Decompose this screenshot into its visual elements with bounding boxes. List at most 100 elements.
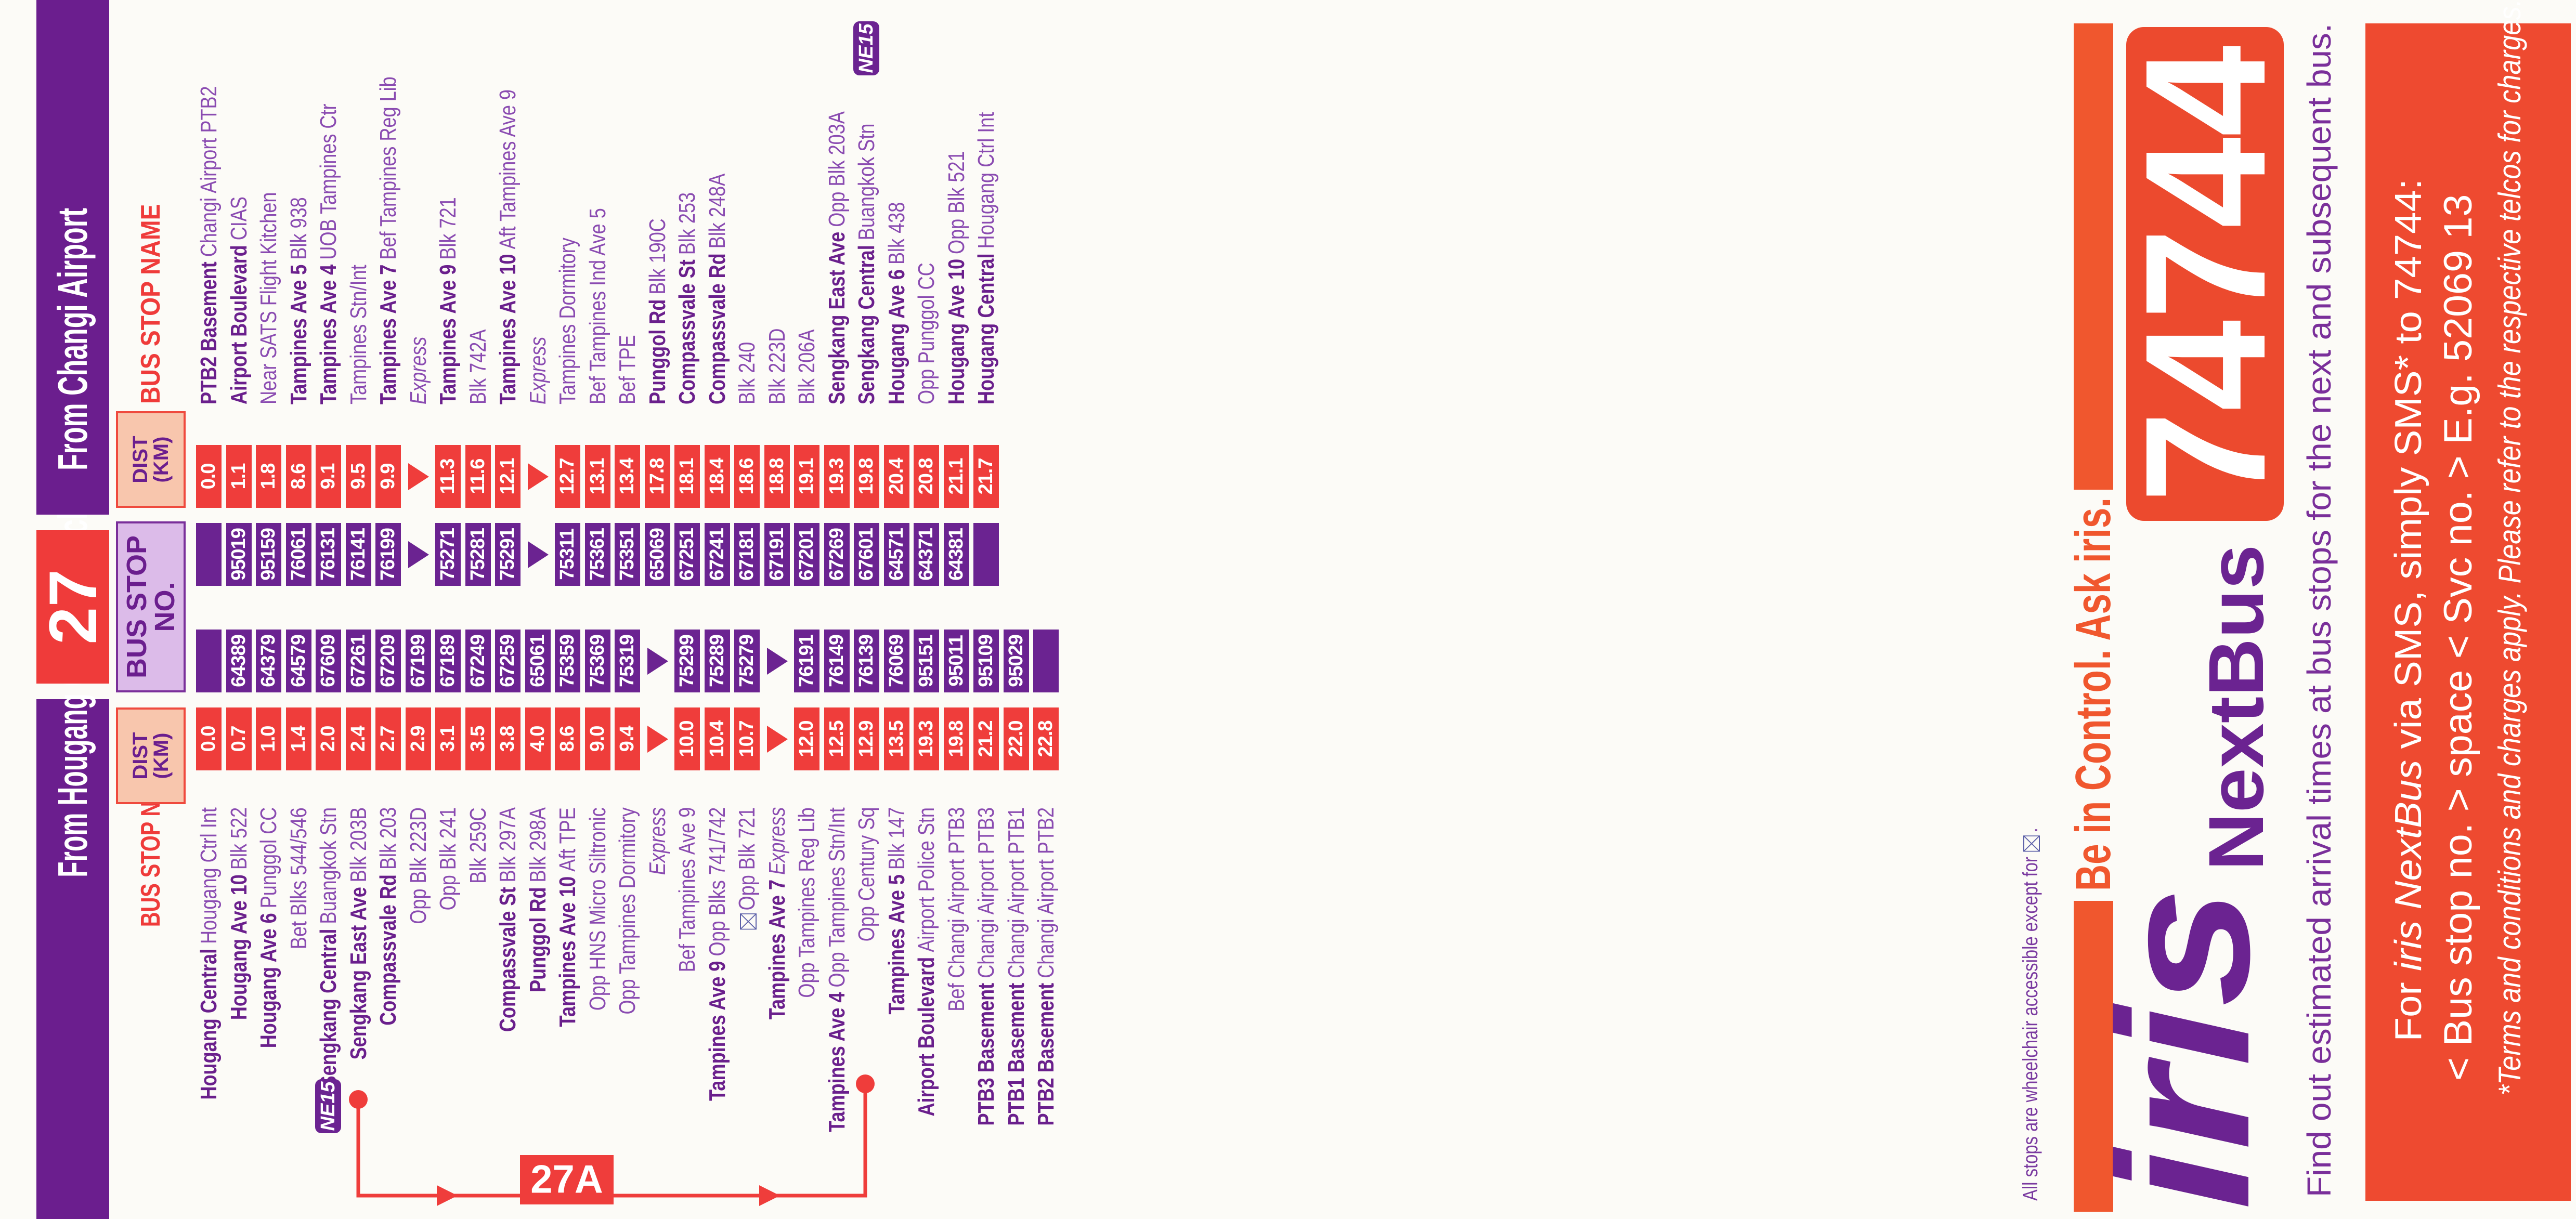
stop-landmark-name: Blk 223D [764,328,790,404]
stop-landmark-name: Opp Blks 741/742 [704,807,730,956]
distance-cell: 9.4 [615,707,640,770]
distance-cell: 12.7 [555,445,580,508]
bus-stop-number-cell: 76199 [375,523,401,586]
bus-stop-number-cell: 67201 [794,523,819,586]
distance-cell: 19.3 [914,707,939,770]
bus-stop-name: Bef Tampines Ave 9 [674,807,700,973]
bus-stop-name: Hougang Ave 10 Blk 522 [226,807,252,1020]
stop-landmark-name: Opp Blk 721 [734,807,760,911]
express-arrow-icon [408,541,429,568]
stop-landmark-name: Blk 253 [674,192,700,255]
bus-stop-name: Compassvale St Blk 297A [495,807,521,1032]
stop-road-name: Airport Boulevard [226,245,252,404]
bus-stop-number-cell: 67251 [674,523,700,586]
stop-landmark-name: Blk 742A [465,329,491,404]
bus-stop-number-cell [973,523,999,586]
bus-stop-number-cell: 76061 [285,523,311,586]
stop-landmark-name: Punggol CC [256,807,281,909]
stop-road-name: Compassvale Rd [704,253,730,404]
distance-cell: 20.8 [914,445,939,508]
stop-landmark-name: Hougang Ctrl Int [196,807,222,944]
distance-cell: 18.8 [764,445,790,508]
distance-cell: 19.8 [854,445,879,508]
bus-stop-name: Tampines Ave 10 Aft Tampines Ave 9 [495,89,521,404]
route-arrow-icon [759,1185,780,1206]
wheelchair-inaccessible-icon [740,913,757,930]
stop-landmark-name: Near SATS Flight Kitchen [256,192,281,404]
distance-cell: 12.5 [824,707,850,770]
bus-stop-number-cell: 75361 [584,523,610,586]
bus-stop-name: PTB2 Basement Changi Airport PTB2 [1033,807,1059,1126]
stop-landmark-name: Blk 203B [345,807,371,883]
bus-stop-number-cell: 75289 [704,630,730,692]
right-name-header-wrap: BUS STOP NAME [136,204,166,404]
stop-landmark-name: UOB Tampines Ctr [316,103,341,260]
bus-stop-number-cell: 75271 [435,523,461,586]
bus-stop-number-cell [1033,630,1059,692]
left-name-header-wrap: BUS STOP NAME [136,756,166,980]
bus-stop-name: Tampines Ave 5 Blk 147 [884,807,909,1015]
bus-stop-name: Compassvale Rd Blk 248A [705,174,730,404]
stop-landmark-name: Opp Blk 521 [943,151,969,254]
stop-road-name: PTB1 Basement [1003,982,1029,1126]
stop-landmark-name: Airport Police Stn [914,807,939,952]
stop-landmark-name: CIAS [226,196,252,241]
wheelchair-note: All stops are wheelchair accessible exce… [2018,746,2044,1201]
route-arrow-icon [437,1185,458,1206]
bus-stop-number-cell: 75299 [674,630,700,692]
distance-cell: 20.4 [883,445,909,508]
distance-cell: 11.3 [435,445,461,508]
bus-stop-name: Hougang Ave 6 Blk 438 [884,202,909,404]
route-27a-end-dot [856,1074,875,1093]
bus-stop-name: Blk 206A [794,330,819,404]
bus-stop-number-cell: 95029 [1003,630,1029,692]
bus-stop-name: Opp Tampines Reg Lib [794,807,819,998]
bus-stop-name: PTB1 Basement Changi Airport PTB1 [1004,807,1029,1126]
distance-cell: 19.3 [824,445,850,508]
express-label: Express [764,807,790,875]
distance-cell: 2.4 [345,707,371,770]
stop-landmark-name: Bef Changi Airport PTB3 [943,807,969,1012]
bus-stop-number-cell: 65061 [525,630,551,692]
bus-stop-number-cell: 95151 [914,630,939,692]
bus-stop-number-cell: 67249 [465,630,491,692]
stop-road-name: Hougang Ave 10 [226,874,252,1020]
bus-stop-name: Opp Blk 721 [734,807,760,930]
distance-cell: 19.1 [794,445,819,508]
bus-stop-name: Airport Boulevard CIAS [226,196,252,404]
stop-landmark-name: Opp Tampines Stn/Int [824,807,850,988]
wheelchair-inaccessible-box-icon [2023,835,2040,852]
distance-cell: 3.1 [435,707,461,770]
bus-stop-name: Tampines Ave 7 Bef Tampines Reg Lib [375,76,401,404]
stop-road-name: Punggol Rd [644,299,670,404]
bus-stop-name: Bef Tampines Ind Ave 5 [585,208,610,404]
distance-cell: 1.1 [226,445,252,508]
stop-road-name: Tampines Ave 4 [316,264,341,404]
distance-cell: 2.9 [405,707,431,770]
bus-stop-name: Opp Blk 223D [406,807,431,924]
bus-stop-number-cell: 95109 [973,630,999,692]
bus-stop-name: Near SATS Flight Kitchen [256,192,281,404]
bus-stop-number-cell: 67259 [495,630,521,692]
bus-stop-number-cell: 75319 [615,630,640,692]
stop-landmark-name: Opp HNS Micro Siltronic [584,807,610,1011]
bus-stop-name: Tampines Dormitory [555,238,580,404]
stop-road-name: Tampines Ave 5 [285,264,311,404]
bus-stop-number-cell: 95159 [256,523,281,586]
stop-landmark-name: Blk 721 [435,197,461,260]
bus-stop-number-cell: 75369 [584,630,610,692]
distance-cell: 22.8 [1033,707,1059,770]
distance-cell: 22.0 [1003,707,1029,770]
bus-stop-number-cell: 76149 [824,630,850,692]
bus-stop-number-cell [196,630,222,692]
bus-stop-name: Express [645,807,670,875]
tagline-bar-right [2074,23,2113,490]
stop-landmark-name: Opp Blk 203A [824,111,850,227]
stop-landmark-name: Blk 147 [883,807,909,870]
stop-road-name: PTB2 Basement [1033,982,1059,1126]
distance-cell: 2.7 [375,707,401,770]
bus-stop-name: Opp HNS Micro Siltronic [585,807,610,1011]
distance-cell: 0.0 [196,707,222,770]
line1-suffix: via SMS, simply SMS* to 74744: [2388,179,2429,760]
distance-cell: 18.1 [674,445,700,508]
